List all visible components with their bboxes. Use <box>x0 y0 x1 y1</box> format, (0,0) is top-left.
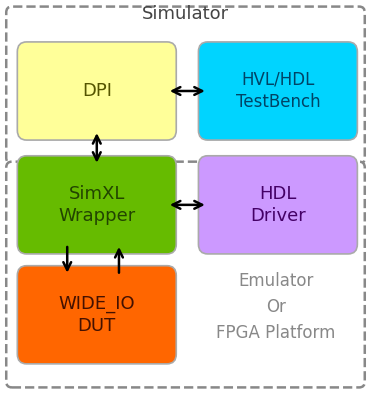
FancyBboxPatch shape <box>198 42 357 140</box>
FancyBboxPatch shape <box>17 266 176 364</box>
FancyBboxPatch shape <box>198 156 357 254</box>
FancyBboxPatch shape <box>17 156 176 254</box>
FancyBboxPatch shape <box>6 7 365 164</box>
FancyBboxPatch shape <box>17 42 176 140</box>
Text: Simulator: Simulator <box>142 6 229 23</box>
Text: SimXL
Wrapper: SimXL Wrapper <box>58 185 135 225</box>
Text: HDL
Driver: HDL Driver <box>250 185 306 225</box>
Text: Emulator
Or
FPGA Platform: Emulator Or FPGA Platform <box>216 271 336 342</box>
Text: WIDE_IO
DUT: WIDE_IO DUT <box>59 295 135 335</box>
Text: HVL/HDL
TestBench: HVL/HDL TestBench <box>236 71 320 111</box>
Text: DPI: DPI <box>82 82 112 100</box>
FancyBboxPatch shape <box>6 162 365 387</box>
